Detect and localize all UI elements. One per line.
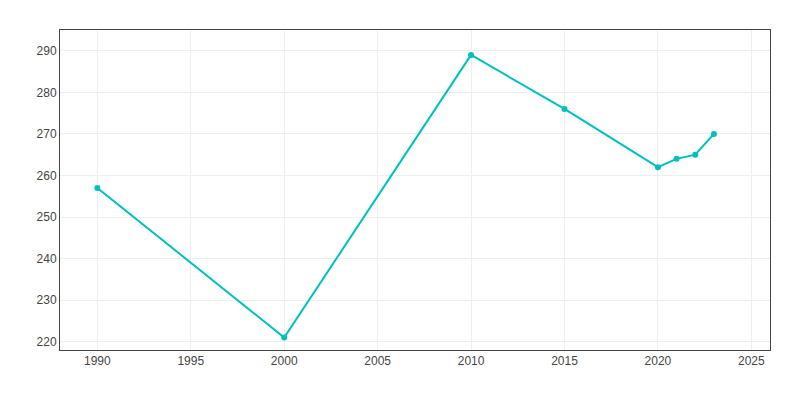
svg-text:2015: 2015 [551,354,578,368]
svg-text:230: 230 [37,293,57,307]
svg-text:270: 270 [37,127,57,141]
svg-text:2020: 2020 [645,354,672,368]
svg-text:280: 280 [37,86,57,100]
svg-text:290: 290 [37,44,57,58]
svg-text:2000: 2000 [271,354,298,368]
svg-text:2025: 2025 [738,354,765,368]
svg-text:1990: 1990 [84,354,111,368]
svg-text:2010: 2010 [458,354,485,368]
svg-text:220: 220 [37,335,57,349]
svg-text:1995: 1995 [177,354,204,368]
svg-text:240: 240 [37,252,57,266]
svg-text:260: 260 [37,169,57,183]
svg-text:250: 250 [37,210,57,224]
svg-text:2005: 2005 [364,354,391,368]
